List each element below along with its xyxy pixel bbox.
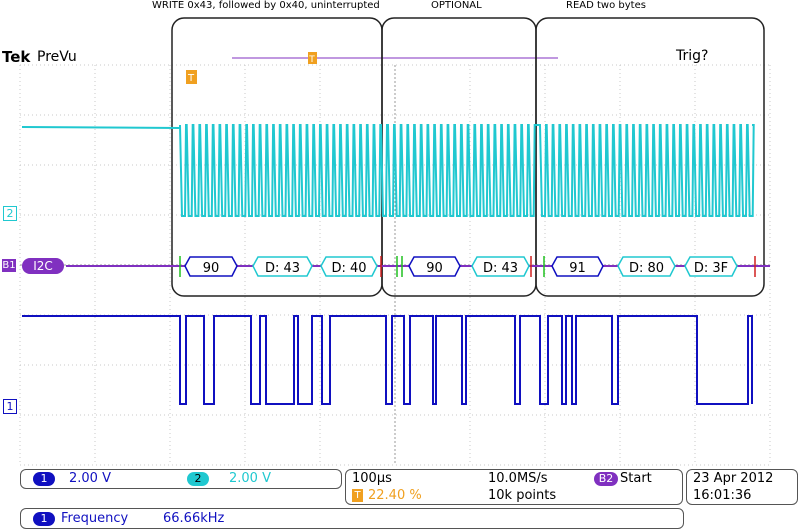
trigger-position-icon: T: [186, 70, 197, 84]
trigger-status: Trig?: [676, 48, 709, 64]
ch2-scale: 2.00 V: [229, 471, 271, 486]
decode-packet: [320, 256, 378, 277]
brand-label: Tek: [2, 48, 31, 66]
decode-packet: [471, 256, 530, 277]
measurement-panel[interactable]: 1 Frequency 66.66kHz: [20, 508, 684, 529]
channel-scale-panel[interactable]: 1 2.00 V 2 2.00 V: [20, 469, 342, 489]
trigger-source-badge[interactable]: B2: [594, 472, 618, 486]
trigger-position-badge-icon: T: [352, 489, 363, 502]
decode-packet: [684, 256, 738, 277]
decode-packet-label: 90: [426, 261, 443, 276]
trigger-position: 22.40 %: [368, 488, 422, 503]
decode-packet-label: 91: [569, 261, 586, 276]
svg-text:T: T: [308, 55, 315, 65]
record-length: 10k points: [488, 488, 557, 503]
decode-packet-label: D: 43: [265, 261, 300, 276]
optional-frame: [381, 17, 537, 297]
ch1-scale: 2.00 V: [69, 471, 111, 486]
decode-packet: [252, 256, 313, 277]
ch2-waveform: [21, 124, 755, 217]
waveform-display[interactable]: T T 90 D: 43 D: 40 90 D: 43 91 D: 80 D: 3F: [0, 0, 802, 470]
write-frame: [171, 17, 383, 297]
mode-label: PreVu: [37, 49, 77, 65]
annotation-optional: OPTIONAL: [431, 0, 482, 11]
date: 23 Apr 2012: [693, 471, 774, 486]
decode-packet-label: D: 3F: [694, 261, 728, 276]
bus-name-badge[interactable]: I2C: [22, 258, 64, 274]
meas-value: 66.66kHz: [163, 511, 225, 526]
decode-packet-label: D: 80: [629, 261, 664, 276]
decode-packet-label: D: 40: [331, 261, 366, 276]
horizontal-trigger-panel[interactable]: 100µs 10.0MS/s T 22.40 % 10k points B2 S…: [345, 469, 683, 505]
timebase: 100µs: [352, 471, 392, 486]
decode-packet: [408, 256, 461, 277]
time: 16:01:36: [693, 488, 752, 503]
read-frame: [535, 17, 765, 297]
ch1-waveform: [22, 315, 753, 405]
decode-packet-label: 90: [203, 261, 220, 276]
trigger-type: Start: [620, 471, 652, 486]
annotation-write: WRITE 0x43, followed by 0x40, uninterrup…: [152, 0, 380, 11]
decode-packets: 90 D: 43 D: 40 90 D: 43 91 D: 80 D: 3F: [184, 256, 738, 277]
annotation-read: READ two bytes: [566, 0, 646, 11]
bus-marker[interactable]: B1: [2, 259, 16, 272]
date-time-panel: 23 Apr 2012 16:01:36: [686, 469, 798, 505]
decode-packet-label: D: 43: [483, 261, 518, 276]
record-trigger-icon: T: [308, 52, 317, 65]
decode-packet: [184, 256, 238, 277]
decode-packet: [617, 256, 676, 277]
ch2-badge[interactable]: 2: [187, 472, 209, 486]
meas-source-badge[interactable]: 1: [33, 512, 55, 526]
ch2-marker[interactable]: 2: [3, 206, 17, 221]
sample-rate: 10.0MS/s: [488, 471, 548, 486]
ch1-marker[interactable]: 1: [3, 399, 17, 414]
decode-packet: [551, 256, 604, 277]
svg-text:T: T: [187, 73, 195, 84]
meas-name: Frequency: [61, 511, 129, 526]
ch1-badge[interactable]: 1: [33, 472, 55, 486]
